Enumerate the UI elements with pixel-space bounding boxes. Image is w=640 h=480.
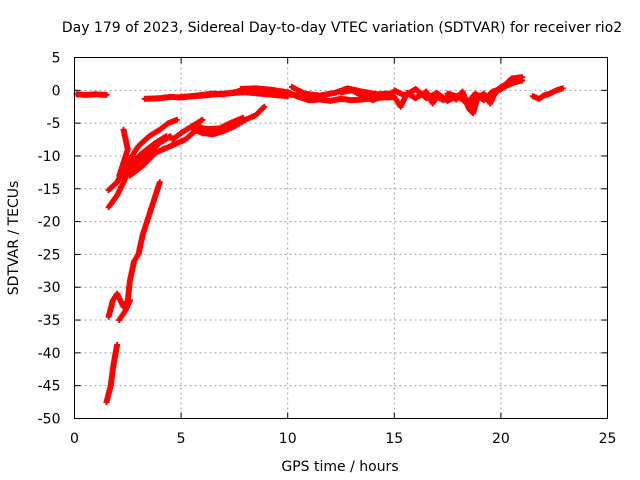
data-series-segment bbox=[444, 78, 519, 108]
chart-title: Day 179 of 2023, Sidereal Day-to-day VTE… bbox=[62, 20, 622, 36]
x-tick-label: 15 bbox=[385, 431, 403, 447]
plot-frame bbox=[74, 57, 608, 419]
x-axis-label: GPS time / hours bbox=[281, 459, 398, 475]
y-tick-label: -50 bbox=[38, 412, 61, 428]
y-tick-label: -35 bbox=[38, 313, 61, 329]
data-point bbox=[199, 116, 206, 123]
x-tick-label: 5 bbox=[177, 431, 186, 447]
data-series-segment bbox=[73, 91, 110, 98]
data-points bbox=[73, 74, 566, 406]
data-point bbox=[103, 91, 110, 98]
data-series-segment bbox=[338, 87, 398, 104]
grid-lines bbox=[74, 57, 608, 419]
data-point bbox=[261, 103, 268, 110]
y-tick-label: 0 bbox=[52, 83, 61, 99]
y-tick-label: -10 bbox=[38, 149, 61, 165]
y-tick-label: -5 bbox=[47, 116, 61, 132]
data-point bbox=[512, 78, 519, 85]
y-tick-label: -40 bbox=[38, 346, 61, 362]
x-tick-label: 0 bbox=[70, 431, 79, 447]
data-series-segment bbox=[126, 123, 204, 179]
data-series-segment bbox=[116, 126, 131, 179]
data-point bbox=[559, 85, 566, 92]
data-series-segment bbox=[129, 133, 170, 166]
data-point bbox=[156, 179, 163, 186]
axis-ticks: 0 5 10 15 20 25 5 0 -5 -10 -15 -20 -25 -30 -35 -40 -45 -5… bbox=[38, 51, 617, 448]
y-tick-label: -20 bbox=[38, 215, 61, 231]
data-point bbox=[173, 116, 180, 123]
data-point bbox=[120, 126, 127, 133]
y-tick-label: -15 bbox=[38, 182, 61, 198]
y-tick-label: -25 bbox=[38, 247, 61, 263]
data-point bbox=[126, 297, 133, 304]
y-axis-label: SDTVAR / TECUs bbox=[6, 181, 22, 296]
x-tick-label: 25 bbox=[599, 431, 617, 447]
y-tick-label: -45 bbox=[38, 379, 61, 395]
data-series-segment bbox=[103, 341, 121, 406]
y-tick-label: -30 bbox=[38, 280, 61, 296]
x-tick-label: 10 bbox=[279, 431, 297, 447]
data-series-segment bbox=[529, 85, 566, 102]
data-series-segment bbox=[169, 116, 206, 143]
x-tick-label: 20 bbox=[492, 431, 510, 447]
data-point bbox=[519, 74, 526, 81]
data-point bbox=[239, 114, 246, 121]
data-point bbox=[114, 341, 121, 348]
data-point bbox=[163, 133, 170, 140]
y-tick-label: 5 bbox=[52, 51, 61, 67]
data-series-segment bbox=[195, 114, 246, 133]
data-series-segment bbox=[116, 297, 133, 324]
